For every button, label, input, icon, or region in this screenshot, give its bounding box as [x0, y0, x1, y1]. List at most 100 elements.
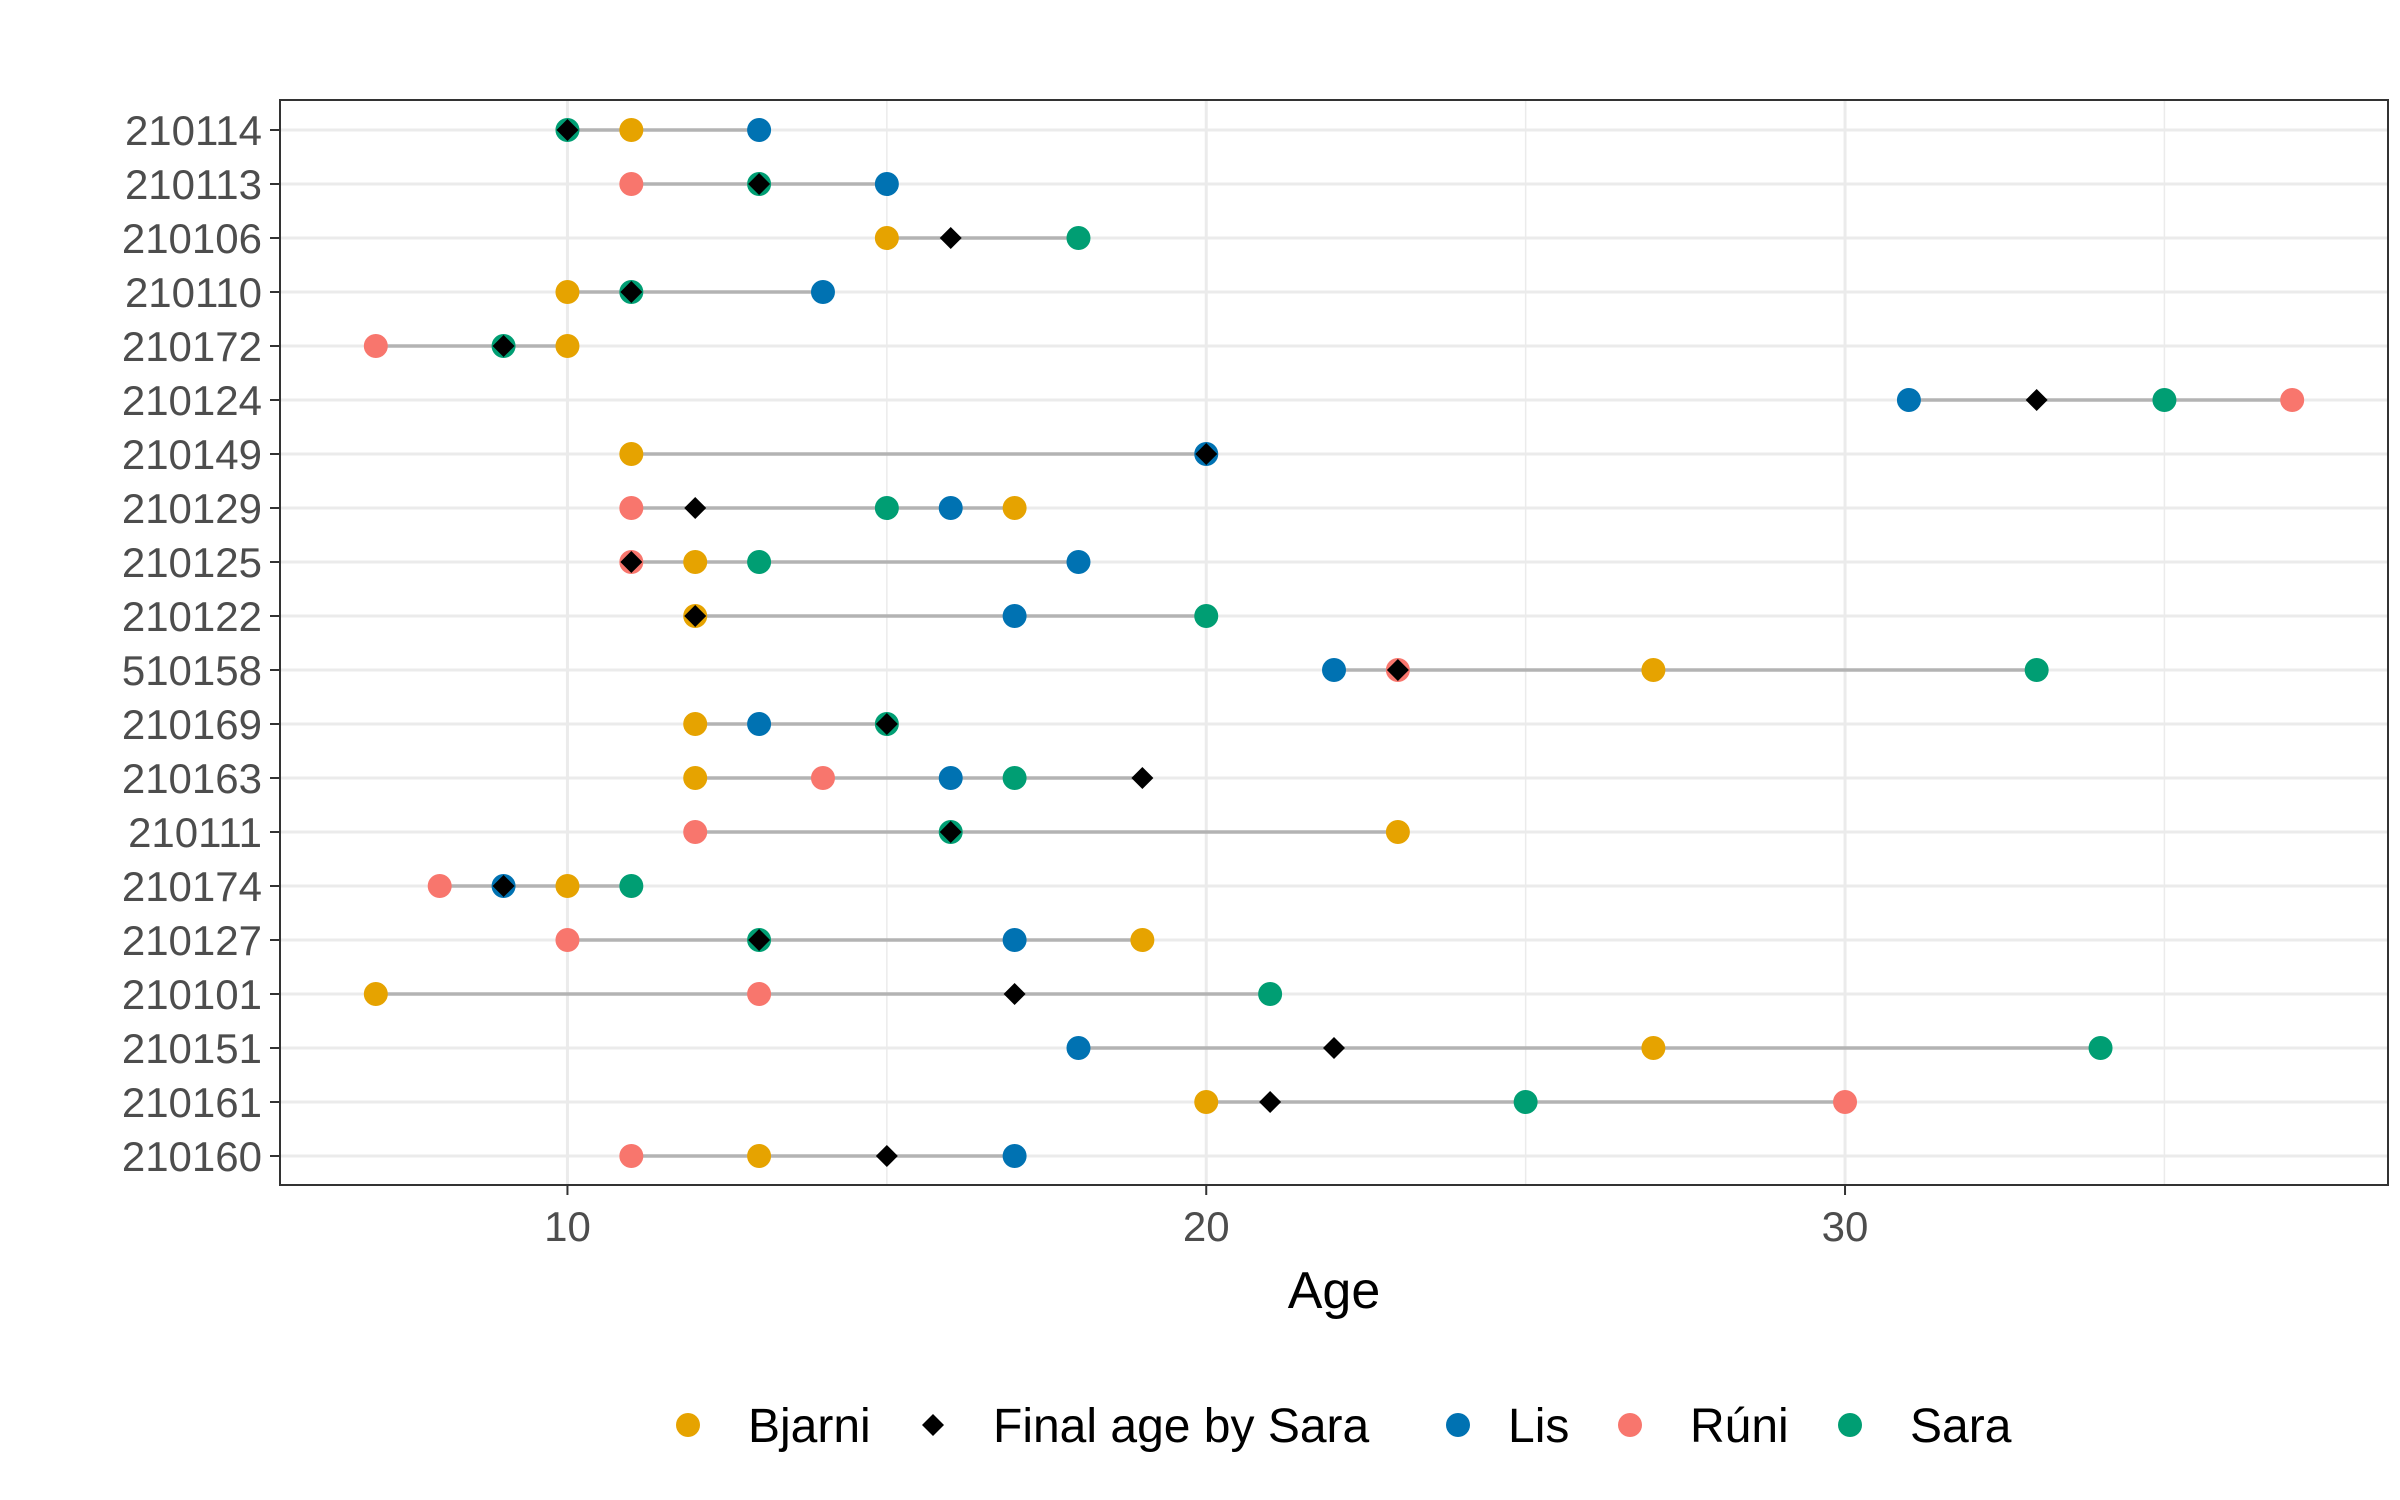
point-r-ni	[363, 334, 388, 358]
point-final-age-by-sara	[620, 551, 643, 573]
point-bjarni	[1641, 1036, 1666, 1060]
point-r-ni	[555, 928, 580, 952]
point-final-age-by-sara	[939, 821, 962, 843]
legend-key	[676, 1413, 700, 1437]
point-bjarni	[1130, 928, 1155, 952]
y-tick-label: 210125	[122, 539, 262, 586]
point-lis	[1896, 388, 1921, 412]
y-tick-label: 210124	[122, 377, 262, 424]
point-final-age-by-sara	[492, 335, 515, 357]
point-r-ni	[619, 496, 644, 520]
point-bjarni	[683, 766, 708, 790]
point-sara	[1258, 982, 1283, 1006]
legend-key	[1446, 1413, 1470, 1437]
y-tick-label: 210114	[125, 107, 262, 154]
point-lis	[1002, 1144, 1027, 1168]
y-tick-label: 210163	[122, 755, 262, 802]
point-final-age-by-sara	[684, 497, 707, 519]
y-tick-label: 210151	[122, 1025, 262, 1072]
point-final-age-by-sara	[939, 227, 962, 249]
point-r-ni	[683, 820, 708, 844]
point-lis	[810, 280, 835, 304]
x-tick-label: 30	[1822, 1203, 1869, 1250]
point-lis	[874, 172, 899, 196]
point-lis	[1002, 928, 1027, 952]
point-bjarni	[874, 226, 899, 250]
y-tick-label: 210127	[122, 917, 262, 964]
point-lis	[1066, 550, 1091, 574]
panel-border	[279, 99, 2389, 1186]
legend-label: Final age by Sara	[993, 1400, 1370, 1453]
point-final-age-by-sara	[556, 119, 579, 141]
y-tick-label: 210110	[125, 269, 262, 316]
y-tick-label: 210113	[125, 161, 262, 208]
point-final-age-by-sara	[748, 929, 771, 951]
point-bjarni	[555, 334, 580, 358]
point-final-age-by-sara	[1323, 1037, 1345, 1059]
range-segments	[375, 128, 2293, 1158]
x-tick-label: 20	[1183, 1203, 1230, 1250]
point-sara	[874, 496, 899, 520]
point-lis	[747, 712, 772, 736]
point-final-age-by-sara	[1386, 659, 1409, 681]
point-lis	[1322, 658, 1346, 682]
legend-key	[1838, 1413, 1862, 1437]
y-tick-label: 210111	[128, 809, 262, 856]
point-lis	[938, 496, 963, 520]
y-tick-label: 210169	[122, 701, 262, 748]
legend-label: Sara	[1910, 1400, 2012, 1453]
point-r-ni	[427, 874, 452, 898]
legend-label: Lis	[1508, 1400, 1569, 1453]
x-axis: 10 20 30	[544, 1185, 1868, 1250]
point-bjarni	[555, 280, 580, 304]
point-r-ni	[619, 172, 644, 196]
point-sara	[2024, 658, 2049, 682]
point-lis	[938, 766, 963, 790]
point-sara	[2152, 388, 2177, 412]
point-bjarni	[1194, 1090, 1219, 1114]
point-sara	[747, 550, 772, 574]
point-sara	[619, 874, 644, 898]
point-final-age-by-sara	[1195, 443, 1218, 465]
y-tick-label: 210149	[122, 431, 262, 478]
legend-key	[922, 1414, 944, 1436]
point-lis	[1002, 604, 1027, 628]
point-final-age-by-sara	[1131, 767, 1154, 789]
point-sara	[1194, 604, 1219, 628]
point-r-ni	[810, 766, 835, 790]
point-r-ni	[1833, 1090, 1858, 1114]
point-bjarni	[1385, 820, 1410, 844]
point-lis	[1066, 1036, 1091, 1060]
point-final-age-by-sara	[748, 173, 771, 195]
point-final-age-by-sara	[875, 713, 898, 735]
point-final-age-by-sara	[1259, 1091, 1282, 1113]
y-tick-label: 210172	[122, 323, 262, 370]
point-final-age-by-sara	[492, 875, 515, 897]
legend: Bjarni Final age by Sara Lis Rúni Sara	[676, 1400, 2012, 1453]
point-sara	[1513, 1090, 1538, 1114]
point-sara	[1002, 766, 1027, 790]
y-tick-label: 210174	[122, 863, 262, 910]
point-final-age-by-sara	[875, 1145, 898, 1167]
y-tick-label: 210160	[122, 1133, 262, 1180]
x-tick-label: 10	[544, 1203, 591, 1250]
y-tick-label: 510158	[122, 647, 262, 694]
x-axis-title: Age	[1288, 1262, 1381, 1320]
point-bjarni	[555, 874, 580, 898]
point-final-age-by-sara	[620, 281, 643, 303]
y-tick-label: 210129	[122, 485, 262, 532]
point-final-age-by-sara	[1003, 983, 1026, 1005]
y-tick-label: 210106	[122, 215, 262, 262]
point-bjarni	[683, 712, 708, 736]
point-sara	[2088, 1036, 2113, 1060]
legend-label: Rúni	[1690, 1400, 1789, 1453]
point-bjarni	[619, 118, 644, 142]
point-bjarni	[619, 442, 644, 466]
legend-label: Bjarni	[748, 1400, 871, 1453]
point-sara	[1066, 226, 1091, 250]
point-bjarni	[363, 982, 388, 1006]
y-axis: 210114 210113 210106 210110 210172 210124 2101…	[122, 107, 280, 1180]
legend-key	[1618, 1413, 1642, 1437]
